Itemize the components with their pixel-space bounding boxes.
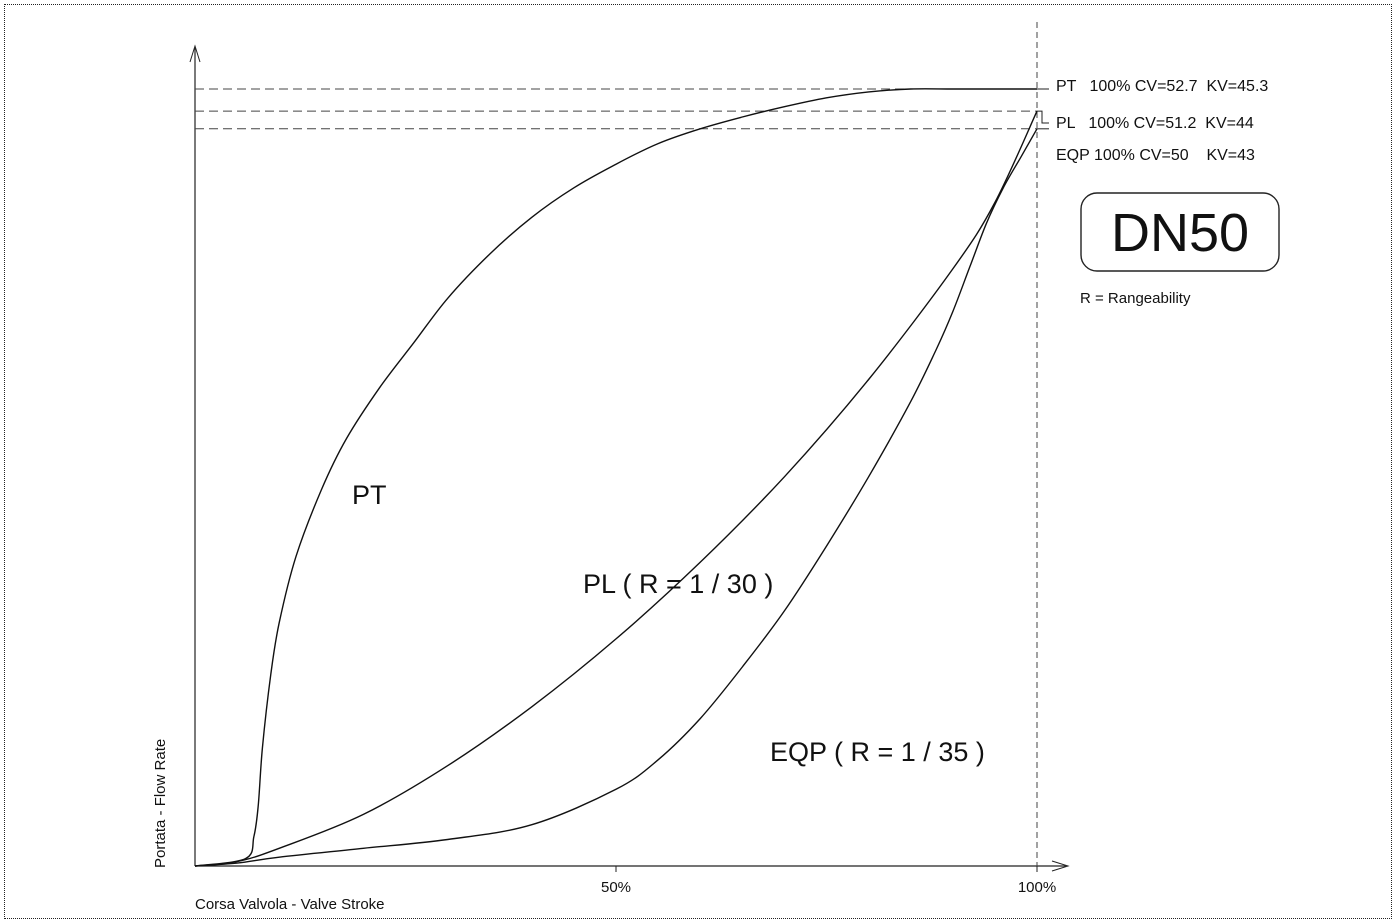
axes [189,44,1070,872]
dn50-badge-text: DN50 [1111,203,1249,263]
dn50-badge-box [1080,192,1280,272]
chart-frame [4,4,1392,919]
ref-label-eqp: EQP 100% CV=50 KV=43 [1056,147,1255,164]
curve-label-eqp: EQP ( R = 1 / 35 ) [770,737,985,767]
rangeability-note: R = Rangeability [1080,290,1191,307]
x-axis-arrow [1051,860,1070,872]
curve-label-pl: PL ( R = 1 / 30 ) [583,569,773,599]
x-axis-title: Corsa Valvola - Valve Stroke [195,896,385,913]
curve-label-pt: PT [352,480,387,510]
y-axis-title: Portata - Flow Rate [152,739,169,868]
x-tick-label-50: 50% [601,879,631,896]
chart-texts: PT 100% CV=52.7 KV=45.3 PL 100% CV=51.2 K… [152,78,1280,913]
curve-pt [194,88,1037,867]
y-axis-arrow [189,44,201,63]
curves [194,88,1038,867]
x-tick-label-100: 100% [1018,879,1056,896]
curve-eqp [194,128,1038,867]
ref-connector-pl [1037,110,1049,124]
curve-pl [194,110,1038,867]
ref-label-pt: PT 100% CV=52.7 KV=45.3 [1056,78,1268,95]
ref-label-pl: PL 100% CV=51.2 KV=44 [1056,115,1254,132]
